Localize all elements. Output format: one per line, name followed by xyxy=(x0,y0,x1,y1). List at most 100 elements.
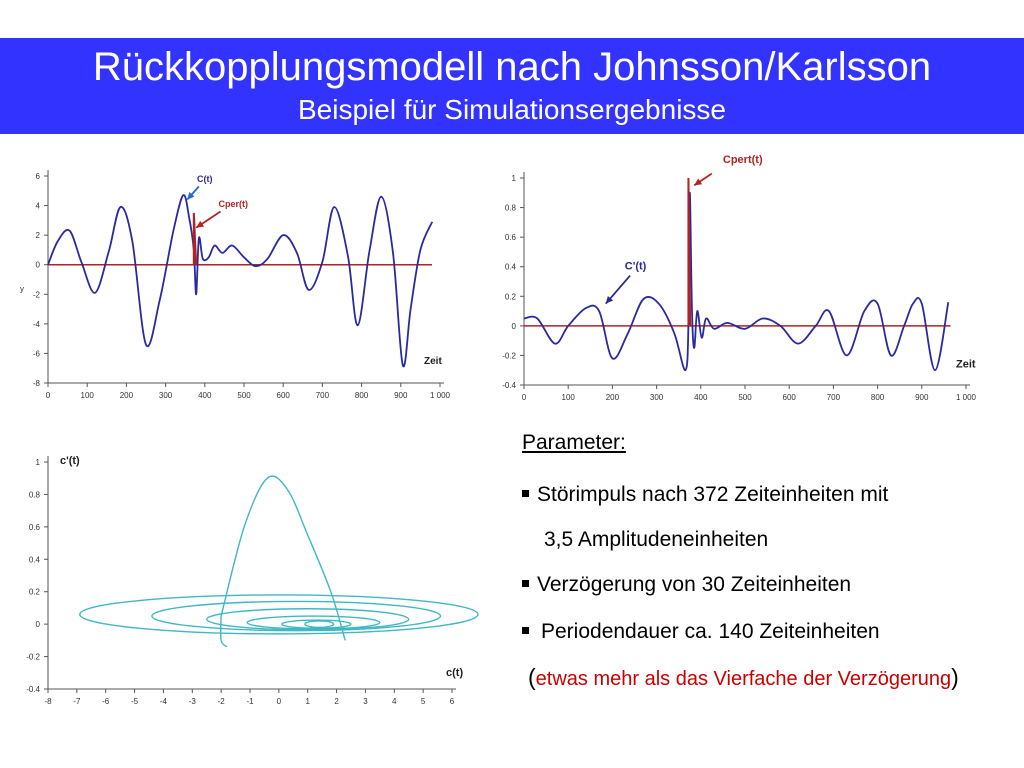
x-tick-label: 100 xyxy=(562,393,576,402)
y-tick-label: 0.6 xyxy=(505,233,517,242)
chart-phase-portrait: -8 -7 -6 -5 -4 -3 -2 -1 0 1 2 3 4 5 6 1 0.8 0.6 0.4 0.2 0 -0.… xyxy=(26,455,479,706)
annotation-c-prime: C'(t) xyxy=(625,261,647,273)
x-tick-label: -4 xyxy=(160,697,168,706)
phase-loop-tail xyxy=(220,615,228,648)
parameter-heading: Parameter: xyxy=(522,430,626,456)
param-text: Störimpuls nach 372 Zeiteinheiten mit xyxy=(537,483,889,506)
y-tick-label: -2 xyxy=(33,290,41,299)
series-line-cper xyxy=(192,212,198,265)
x-tick-label: 2 xyxy=(334,697,339,706)
x-tick-label: 600 xyxy=(783,393,797,402)
y-axis-label: c'(t) xyxy=(60,455,80,467)
x-tick-label: 700 xyxy=(827,393,841,402)
x-tick-label: 1 000 xyxy=(430,391,451,400)
param-item-delay: Verzögerung von 30 Zeiteinheiten xyxy=(522,572,851,598)
y-tick-label: -0.2 xyxy=(502,351,516,360)
x-tick-label: 900 xyxy=(394,391,408,400)
parameter-heading-text: Parameter: xyxy=(522,431,626,454)
y-tick-label: 0.8 xyxy=(505,204,517,213)
x-tick-label: 0 xyxy=(277,697,282,706)
y-tick-label: 1 xyxy=(512,174,517,183)
x-tick-label: 100 xyxy=(81,391,95,400)
x-tick-label: 500 xyxy=(738,393,752,402)
y-tick-label: 0.2 xyxy=(505,292,517,301)
x-tick-label: 400 xyxy=(198,391,212,400)
page-title: Rückkopplungsmodell nach Johnsson/Karlss… xyxy=(92,45,932,89)
phase-loop xyxy=(79,594,479,635)
y-tick-label: 4 xyxy=(36,202,41,211)
param-item-impulse: Störimpuls nach 372 Zeiteinheiten mit xyxy=(522,482,888,508)
x-tick-label: 300 xyxy=(159,391,173,400)
series-line-cpert xyxy=(687,177,692,326)
y-tick-label: -4 xyxy=(33,320,41,329)
x-axis-label: Zeit xyxy=(424,356,442,367)
x-tick-label: 800 xyxy=(871,393,885,402)
x-tick-label: 4 xyxy=(392,697,397,706)
x-tick-label: 0 xyxy=(522,393,527,402)
annotation-cpert: Cpert(t) xyxy=(723,154,763,166)
x-tick-label: 400 xyxy=(694,393,708,402)
series-line-c-prime xyxy=(523,191,950,372)
annotation-ct: C(t) xyxy=(197,174,213,184)
x-tick-label: 0 xyxy=(46,391,51,400)
x-tick-label: -2 xyxy=(218,697,226,706)
x-tick-label: 800 xyxy=(355,391,369,400)
note-paren-close: ) xyxy=(951,664,959,690)
y-tick-label: 0.8 xyxy=(29,490,41,499)
y-tick-label: -0.4 xyxy=(26,685,40,694)
param-text: Periodendauer ca. 140 Zeiteinheiten xyxy=(541,620,880,643)
page-subtitle: Beispiel für Simulationsergebnisse xyxy=(298,94,726,125)
x-tick-label: 1 xyxy=(305,697,310,706)
x-tick-label: 300 xyxy=(650,393,664,402)
annotation-arrow-head xyxy=(187,191,195,200)
y-tick-label: 0 xyxy=(36,620,41,629)
bullet-icon xyxy=(522,579,529,587)
y-tick-label: 0.4 xyxy=(29,555,41,564)
y-tick-label: 0.2 xyxy=(29,588,41,597)
y-tick-label: -8 xyxy=(33,379,41,388)
x-axis-label: c(t) xyxy=(446,667,463,679)
bullet-icon xyxy=(522,489,529,497)
x-tick-label: 500 xyxy=(237,391,251,400)
title-banner: Rückkopplungsmodell nach Johnsson/Karlss… xyxy=(0,38,1024,134)
chart-derivative: 0 100 200 300 400 500 600 700 800 900 1 000 1 0.8 0.6… xyxy=(502,154,977,402)
y-tick-label: 0.4 xyxy=(505,263,517,272)
x-tick-label: -3 xyxy=(189,697,197,706)
series-line-ct xyxy=(47,194,434,368)
x-tick-label: 200 xyxy=(120,391,134,400)
y-tick-label: -6 xyxy=(33,349,41,358)
x-tick-label: 600 xyxy=(277,391,291,400)
phase-loop xyxy=(246,615,381,630)
x-tick-label: -5 xyxy=(131,697,139,706)
x-tick-label: -6 xyxy=(102,697,110,706)
x-tick-label: 1 000 xyxy=(956,393,977,402)
y-tick-label: 6 xyxy=(36,172,41,181)
param-item-period: Periodendauer ca. 140 Zeiteinheiten xyxy=(522,619,880,645)
phase-loop-peak xyxy=(220,475,346,641)
x-tick-label: 200 xyxy=(606,393,620,402)
y-tick-label: 0.6 xyxy=(29,523,41,532)
x-tick-label: -1 xyxy=(246,697,254,706)
param-text: Verzögerung von 30 Zeiteinheiten xyxy=(537,573,852,596)
param-text: 3,5 Amplitudeneinheiten xyxy=(544,528,769,551)
y-tick-label: -0.2 xyxy=(26,653,40,662)
x-tick-label: 5 xyxy=(421,697,426,706)
x-tick-label: 700 xyxy=(316,391,330,400)
y-tick-label: -0.4 xyxy=(502,381,516,390)
y-axis-label: y xyxy=(20,284,24,293)
annotation-arrow-head xyxy=(694,178,703,186)
x-tick-label: -7 xyxy=(73,697,81,706)
phase-loop xyxy=(206,608,410,631)
bullet-icon xyxy=(522,626,529,634)
x-tick-label: -8 xyxy=(44,697,52,706)
y-tick-label: 0 xyxy=(36,261,41,270)
annotation-cper: Cper(t) xyxy=(219,199,249,209)
annotation-arrow-head xyxy=(605,295,614,304)
y-tick-label: 0 xyxy=(512,322,517,331)
x-axis-label: Zeit xyxy=(956,358,976,370)
param-item-impulse-cont: 3,5 Amplitudeneinheiten xyxy=(544,527,768,553)
phase-loop xyxy=(281,619,352,629)
param-note: (etwas mehr als das Vierfache der Verzög… xyxy=(528,664,959,692)
note-text: etwas mehr als das Vierfache der Verzöge… xyxy=(535,668,952,690)
note-paren-open: ( xyxy=(528,664,536,690)
